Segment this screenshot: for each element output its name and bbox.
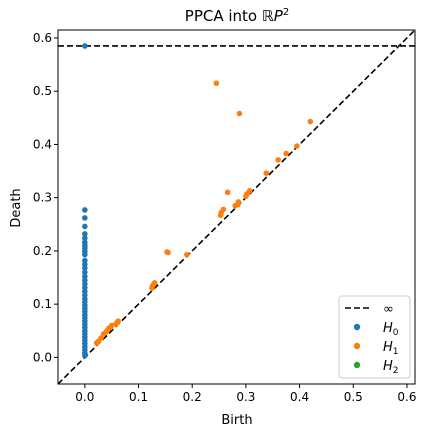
x-tick-label-1: 0.1 bbox=[129, 390, 148, 404]
y-tick-label-0: 0.0 bbox=[33, 350, 52, 364]
h0-point-4 bbox=[82, 231, 88, 237]
h1-point-3 bbox=[294, 143, 300, 149]
axes: 0.0 0.1 0.2 0.3 0.4 0.5 0.6 0.0 0.1 0.2 0.3 0.4 0.5 0… bbox=[33, 29, 416, 404]
y-tick-label-4: 0.4 bbox=[33, 137, 52, 151]
x-tick-label-3: 0.3 bbox=[236, 390, 255, 404]
h0-point-2 bbox=[82, 215, 88, 221]
x-tick-label-4: 0.4 bbox=[290, 390, 309, 404]
h1-point-35 bbox=[93, 340, 100, 346]
h1-point-23 bbox=[149, 285, 155, 291]
plot-frame bbox=[57, 29, 416, 385]
legend-h0-swatch bbox=[353, 323, 361, 331]
h0-point-3 bbox=[82, 223, 88, 230]
h0-point-10 bbox=[82, 251, 88, 258]
h0-point-0 bbox=[82, 43, 88, 49]
h0-point-5 bbox=[82, 235, 88, 241]
x-tick-label-5: 0.5 bbox=[344, 390, 363, 404]
h1-point-9 bbox=[243, 193, 249, 199]
y-tick-label-1: 0.1 bbox=[33, 297, 52, 311]
y-tick-label-3: 0.3 bbox=[33, 191, 52, 205]
y-tick-label-5: 0.5 bbox=[33, 84, 52, 98]
h1-point-17 bbox=[184, 251, 190, 258]
chart-title-math: ℝP bbox=[262, 7, 284, 25]
h1-point-19 bbox=[165, 249, 171, 256]
legend: ∞ H0 H1 H2 bbox=[338, 295, 411, 379]
x-axis-label: Birth bbox=[221, 413, 252, 428]
legend-box bbox=[338, 295, 411, 379]
y-tick-label-2: 0.2 bbox=[33, 244, 52, 258]
plot-area bbox=[58, 30, 415, 384]
x-tick-label-2: 0.2 bbox=[183, 390, 202, 404]
legend-label-2: H1 bbox=[383, 340, 399, 357]
x-tick-label-6: 0.6 bbox=[397, 390, 416, 404]
h0-point-39 bbox=[82, 352, 88, 359]
legend-label-0: ∞ bbox=[383, 302, 394, 317]
legend-h1-swatch bbox=[353, 342, 361, 350]
h1-point-4 bbox=[283, 150, 289, 157]
h1-point-0 bbox=[213, 80, 220, 87]
h0-point-14 bbox=[82, 269, 88, 276]
legend-label-3: H2 bbox=[383, 359, 399, 376]
h1-point-26 bbox=[113, 321, 119, 327]
h1-point-16 bbox=[217, 212, 224, 219]
series-H0 bbox=[82, 43, 88, 359]
h0-point-1 bbox=[82, 207, 88, 213]
h1-point-12 bbox=[235, 201, 241, 208]
h1-point-13 bbox=[224, 189, 231, 196]
h1-point-6 bbox=[263, 170, 270, 176]
chart-title-text: PPCA into bbox=[185, 7, 262, 25]
series-H1 bbox=[93, 80, 314, 346]
h1-point-2 bbox=[307, 118, 314, 125]
legend-h2-swatch bbox=[353, 361, 361, 369]
h0-point-13 bbox=[82, 265, 88, 271]
x-tick-label-0: 0.0 bbox=[75, 390, 94, 404]
h1-point-5 bbox=[275, 157, 281, 163]
chart-title: PPCA into ℝP2 bbox=[185, 7, 289, 25]
chart-title-superscript: 2 bbox=[283, 7, 289, 18]
h1-point-32 bbox=[100, 331, 107, 337]
legend-label-1: H0 bbox=[383, 321, 399, 338]
y-axis-label: Death bbox=[9, 188, 24, 227]
h1-point-1 bbox=[236, 110, 243, 117]
y-tick-label-6: 0.6 bbox=[33, 31, 52, 45]
